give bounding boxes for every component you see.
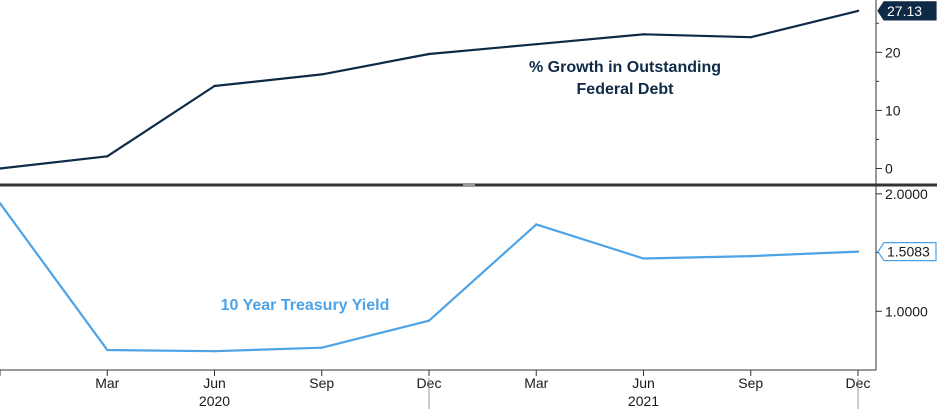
y-tick-label: 10	[885, 102, 901, 118]
y-tick-label: 1.0000	[885, 303, 928, 319]
data-point	[213, 350, 216, 353]
last-value-label: 27.13	[887, 3, 922, 19]
data-point	[106, 348, 109, 352]
data-point	[320, 73, 323, 76]
top-series-label-line-2: Federal Debt	[577, 81, 675, 98]
data-point	[213, 84, 216, 88]
data-point	[427, 319, 431, 322]
last-value-badge: 1.5083	[877, 242, 937, 262]
top-panel: 0 10 20 27.13	[0, 1, 937, 176]
last-value-label: 1.5083	[887, 244, 930, 260]
x-tick-label: Jun	[632, 375, 655, 391]
data-point	[856, 9, 860, 13]
data-point	[642, 257, 645, 260]
data-point	[0, 202, 2, 205]
top-series-label-line-1: % Growth in Outstanding	[529, 59, 721, 76]
year-label: 2021	[628, 393, 659, 409]
x-tick-label: Mar	[95, 375, 119, 391]
y-tick-label: 0	[885, 160, 893, 176]
data-point	[749, 35, 752, 39]
last-value-badge-shape	[877, 242, 937, 262]
panel-divider-handle[interactable]	[463, 183, 475, 187]
x-tick-label: Mar	[524, 375, 548, 391]
data-point	[320, 346, 323, 349]
bottom-series-label: 10 Year Treasury Yield	[221, 297, 390, 314]
last-value-badge-shape	[877, 1, 937, 21]
x-tick-label: Sep	[309, 375, 334, 391]
data-point	[749, 254, 752, 258]
data-point	[0, 167, 2, 170]
data-point	[106, 155, 109, 158]
year-label: 2020	[199, 393, 230, 409]
data-point	[427, 52, 431, 56]
bottom-panel: 1.0000 2.0000 1.5083	[0, 186, 937, 353]
data-point	[856, 250, 860, 253]
y-tick-label: 2.0000	[885, 186, 928, 202]
data-point	[535, 223, 538, 226]
x-tick-label: Sep	[738, 375, 763, 391]
x-tick-label: Jun	[203, 375, 226, 391]
last-value-badge: 27.13	[877, 1, 937, 21]
data-point	[535, 42, 538, 46]
data-point	[642, 33, 645, 36]
y-tick-label: 20	[885, 44, 901, 60]
